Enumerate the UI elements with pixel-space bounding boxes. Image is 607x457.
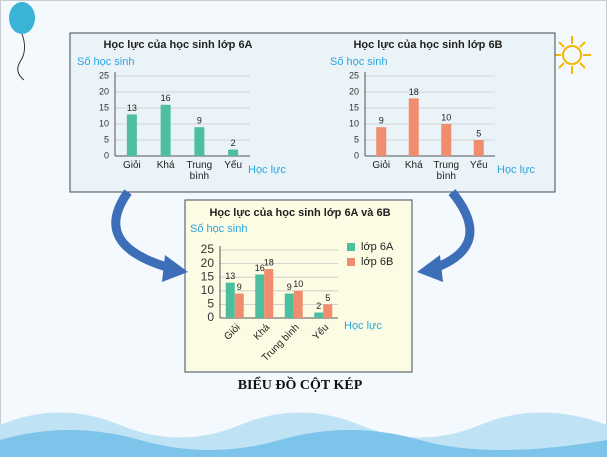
x-tick-label-box: Yếu xyxy=(224,160,243,171)
value-label: 2 xyxy=(316,301,321,311)
value-label: 9 xyxy=(237,282,242,292)
value-label: 5 xyxy=(325,293,330,303)
x-tick-label-box: Giỏi xyxy=(372,160,391,171)
chart-title: Học lực của học sinh lớp 6A xyxy=(103,39,252,51)
arrowhead xyxy=(162,255,188,282)
bar xyxy=(264,269,274,318)
value-label: 2 xyxy=(231,138,236,148)
value-label: 10 xyxy=(441,112,451,122)
bar xyxy=(225,282,235,318)
value-label: 16 xyxy=(255,263,265,273)
bar xyxy=(160,104,171,156)
y-tick-label: 5 xyxy=(104,134,109,144)
bar xyxy=(194,127,205,156)
arrowhead xyxy=(417,255,443,282)
x-tick-label: Trung bình xyxy=(186,160,213,182)
chart-title: Học lực của học sinh lớp 6A và 6B xyxy=(209,207,390,219)
bar xyxy=(284,293,294,318)
value-label: 9 xyxy=(287,282,292,292)
wave xyxy=(0,430,607,457)
y-tick-label: 0 xyxy=(354,150,359,160)
sun-rays xyxy=(553,36,591,74)
bar xyxy=(228,149,239,156)
bar xyxy=(255,274,265,318)
value-label: 9 xyxy=(379,116,384,126)
x-tick-label-box: Khá xyxy=(156,160,175,171)
caption: BIỂU ĐỒ CỘT KÉP xyxy=(238,375,363,393)
x-tick-label-box: Trung bình xyxy=(186,160,213,182)
y-tick-label: 25 xyxy=(201,242,215,256)
x-tick-label-box: Khá xyxy=(404,160,423,171)
y-tick-label: 5 xyxy=(354,134,359,144)
y-tick-label: 15 xyxy=(99,102,109,112)
arrow xyxy=(111,189,172,273)
legend-swatch xyxy=(347,243,355,251)
y-tick-label: 20 xyxy=(201,256,215,270)
y-tick-label: 15 xyxy=(201,269,215,283)
x-tick-label: Khá xyxy=(404,160,423,171)
value-label: 16 xyxy=(161,93,171,103)
y-tick-label: 10 xyxy=(349,118,359,128)
bar xyxy=(293,290,303,318)
x-tick-label-box: Giỏi xyxy=(122,160,141,171)
value-label: 9 xyxy=(197,116,202,126)
legend-label: lớp 6A xyxy=(361,241,394,253)
legend-label: lớp 6B xyxy=(361,256,393,268)
y-tick-label: 5 xyxy=(207,297,214,311)
x-tick-label-box: Trung bình xyxy=(433,160,460,182)
x-tick-label: Trung bình xyxy=(433,160,460,182)
bar xyxy=(126,114,137,156)
y-axis-label: Số học sinh xyxy=(77,56,134,68)
value-label: 18 xyxy=(409,87,419,97)
legend-swatch xyxy=(347,258,355,266)
bar xyxy=(473,140,484,156)
value-label: 13 xyxy=(225,271,235,281)
y-tick-label: 25 xyxy=(349,70,359,80)
value-label: 13 xyxy=(127,103,137,113)
bar xyxy=(234,293,244,318)
x-tick-label: Yếu xyxy=(469,160,488,171)
arrow xyxy=(433,189,475,273)
bar xyxy=(408,98,419,156)
bottom-panel xyxy=(184,199,413,373)
value-label: 5 xyxy=(476,128,481,138)
value-label: 10 xyxy=(293,279,303,289)
balloon xyxy=(9,2,35,34)
x-tick-label: Khá xyxy=(156,160,175,171)
y-axis-label: Số học sinh xyxy=(330,56,387,68)
y-axis-label: Số học sinh xyxy=(190,223,247,235)
x-tick-label: Giỏi xyxy=(372,160,391,171)
bar xyxy=(323,304,333,318)
y-tick-label: 25 xyxy=(99,70,109,80)
x-axis-label: Học lực xyxy=(248,164,286,176)
y-tick-label: 10 xyxy=(99,118,109,128)
x-tick-label-box: Yếu xyxy=(469,160,488,171)
bar xyxy=(441,124,452,156)
y-tick-label: 20 xyxy=(99,86,109,96)
chart-title: Học lực của học sinh lớp 6B xyxy=(353,39,502,51)
x-axis-label: Học lực xyxy=(497,164,535,176)
x-axis-label: Học lực xyxy=(344,320,382,332)
y-tick-label: 0 xyxy=(207,310,214,324)
value-label: 18 xyxy=(264,257,274,267)
bar xyxy=(314,312,324,318)
bar xyxy=(376,127,387,156)
y-tick-label: 0 xyxy=(104,150,109,160)
y-tick-label: 10 xyxy=(201,283,215,297)
x-tick-label: Giỏi xyxy=(122,160,141,171)
y-tick-label: 15 xyxy=(349,102,359,112)
y-tick-label: 20 xyxy=(349,86,359,96)
x-tick-label: Yếu xyxy=(224,160,243,171)
sun xyxy=(562,45,582,65)
top-panel xyxy=(69,32,556,193)
balloon-string xyxy=(17,33,26,81)
